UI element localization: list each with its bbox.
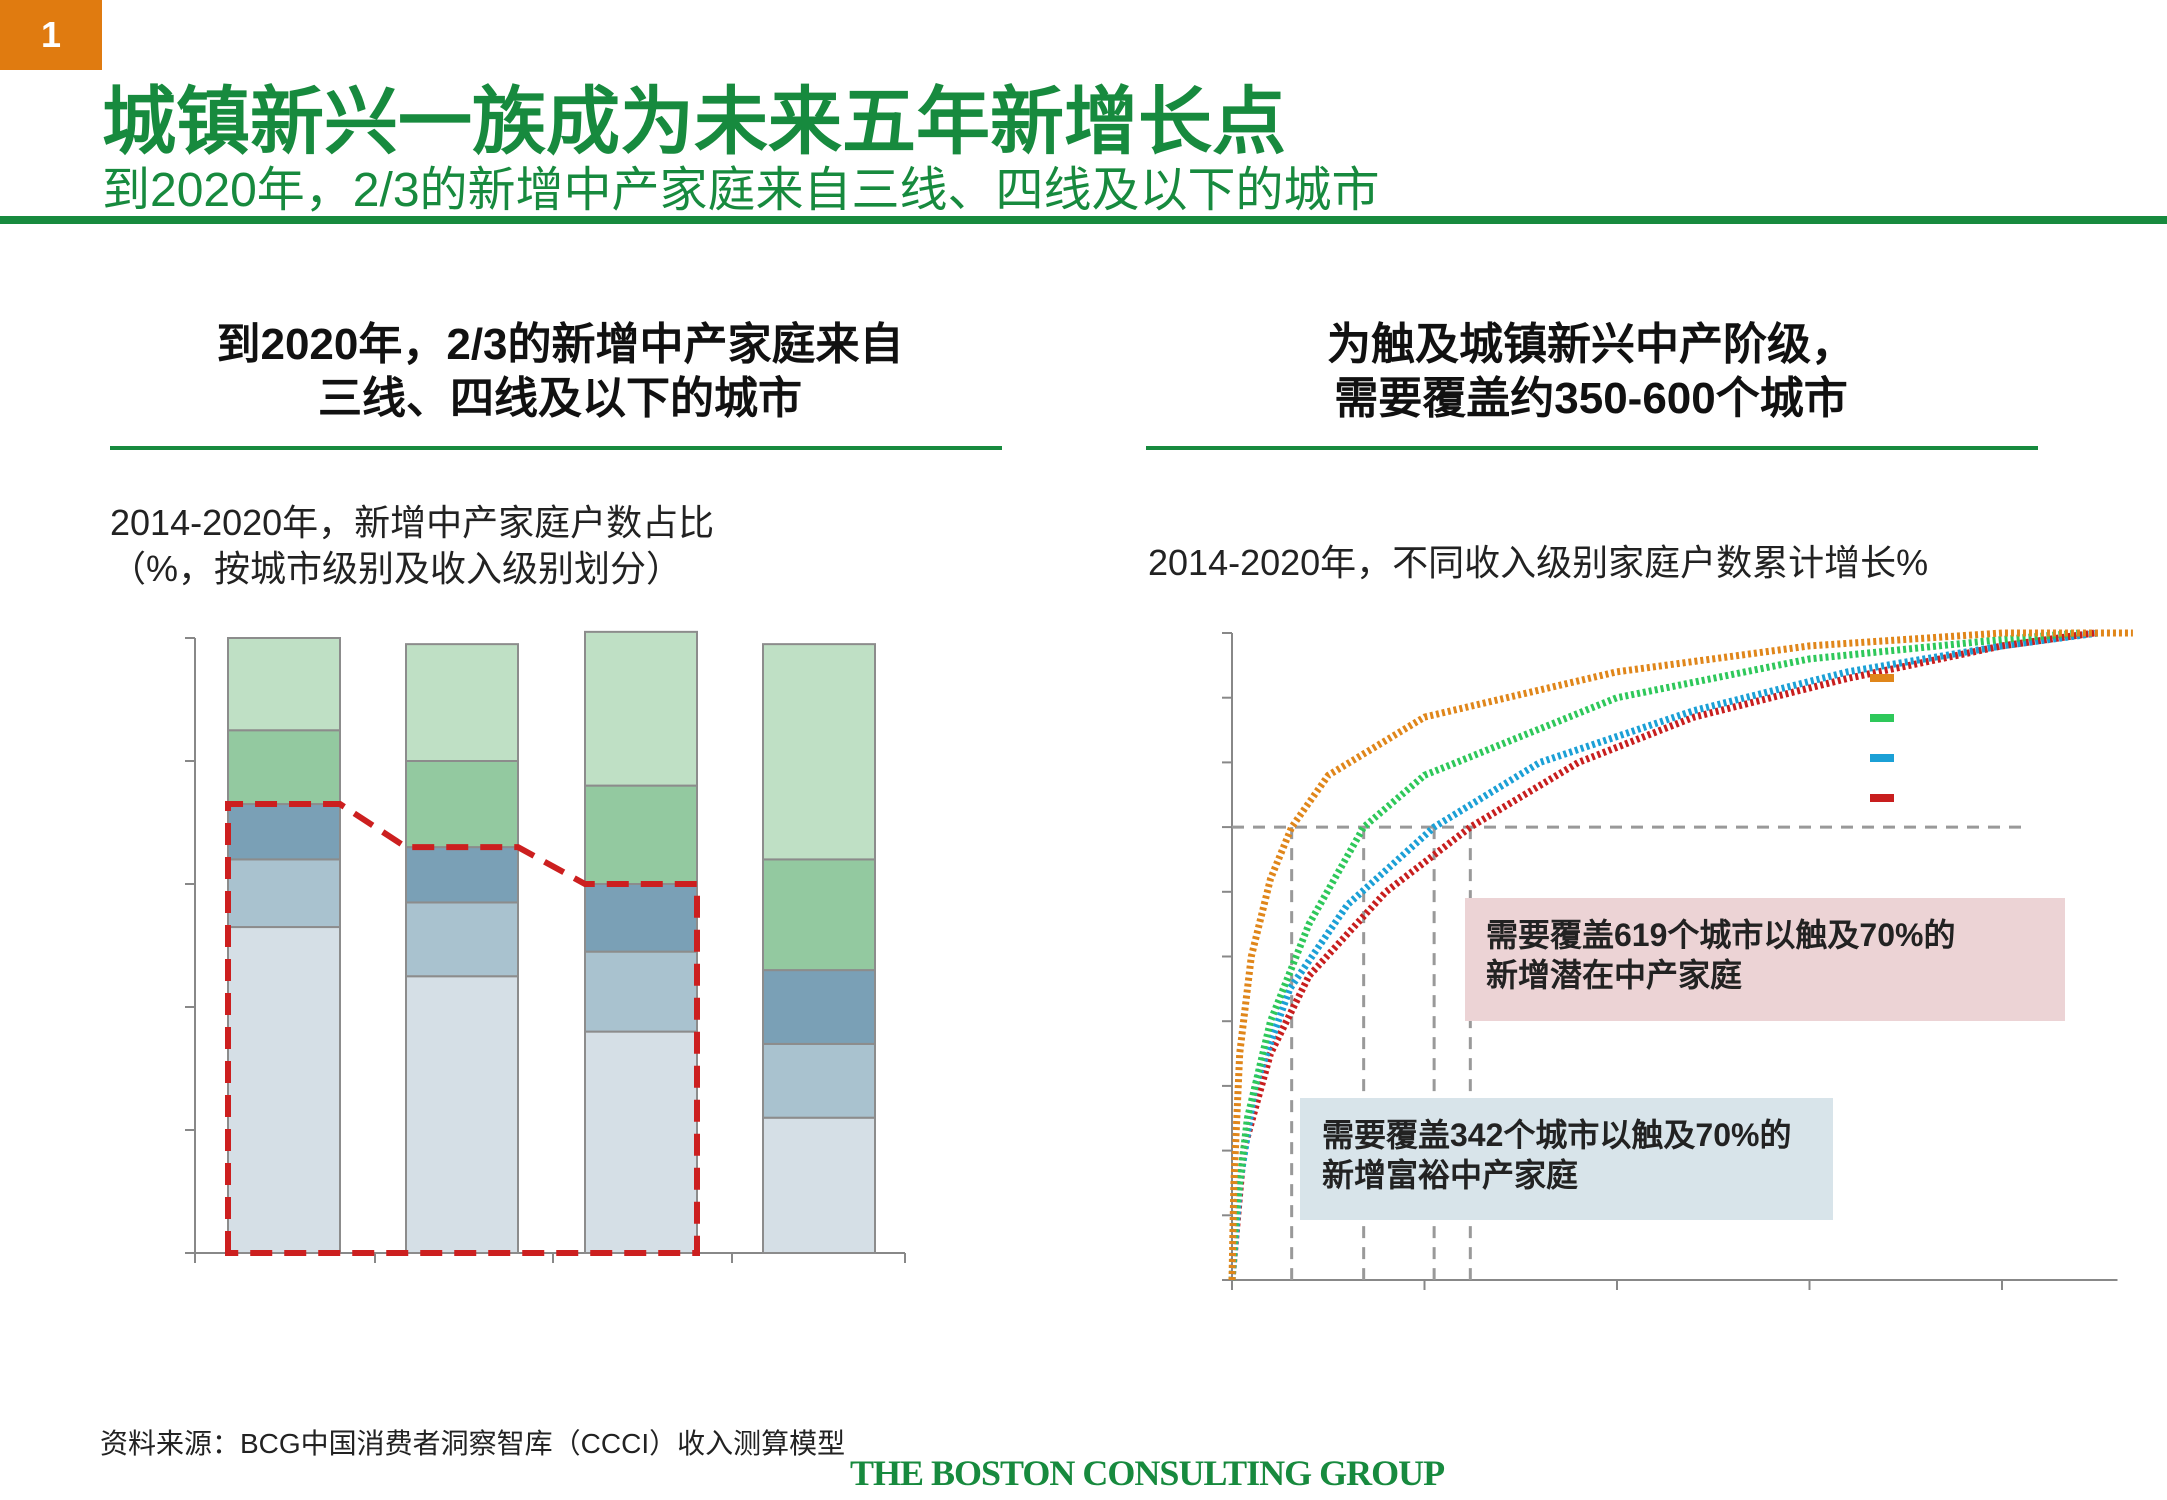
legend-swatch [1870,794,1894,802]
bar-segment [227,858,341,929]
stacked-bar-chart [185,630,906,1263]
bar-segment [762,1116,876,1254]
bar-segment [584,784,698,885]
annotation-text: 新增富裕中产家庭 [1322,1157,1578,1193]
bar-segment [762,969,876,1045]
bar-segment [405,846,519,904]
right-panel-title-line1: 为触及城镇新兴中产阶级， [1327,320,1855,369]
left-panel-divider [110,446,1002,450]
left-chart-caption-line2: （%，按城市级别及收入级别划分） [110,548,683,589]
left-panel-title-line2: 三线、四线及以下的城市 [318,374,802,423]
legend-swatch [1870,674,1894,682]
right-panel-title-line2: 需要覆盖约350-600个城市 [1334,374,1848,423]
bar-segment [762,858,876,972]
bar-segment [584,883,698,953]
left-panel-title-line1: 到2020年，2/3的新增中产家庭来自 [216,320,904,369]
bar-segment [227,926,341,1254]
left-panel-title: 到2020年，2/3的新增中产家庭来自 三线、四线及以下的城市 [110,318,1010,426]
right-panel-title: 为触及城镇新兴中产阶级， 需要覆盖约350-600个城市 [1146,318,2036,426]
bar-segment [405,643,519,763]
annotation-box [1300,1098,1833,1220]
bar-segment [762,643,876,861]
bar-segment [405,901,519,978]
source-note: 资料来源：BCG中国消费者洞察智库（CCCI）收入测算模型 [100,1428,846,1459]
left-chart-caption-line1: 2014-2020年，新增中产家庭户数占比 [110,502,715,543]
highlight-dashed-outline [225,801,700,1256]
header-divider [0,216,2167,224]
series-line-1 [1228,629,2080,1281]
bar-segment [762,1042,876,1119]
bar-segment [227,729,341,806]
right-panel-divider [1146,446,2038,450]
bar-segment [405,975,519,1254]
page-number: 1 [0,0,102,70]
bar-segment [405,760,519,849]
bcg-logo: THE BOSTON CONSULTING GROUP [850,1453,1445,1493]
annotation-box [1465,898,2065,1021]
series-line-0 [1228,629,2133,1281]
bar-segment [584,950,698,1033]
legend-swatch [1870,714,1894,722]
page-subtitle: 到2020年，2/3的新增中产家庭来自三线、四线及以下的城市 [102,164,1380,217]
bar-segment [584,630,698,787]
cumulative-line-chart: 需要覆盖619个城市以触及70%的新增潜在中产家庭需要覆盖342个城市以触及70… [1222,629,2133,1290]
left-chart-caption: 2014-2020年，新增中产家庭户数占比 （%，按城市级别及收入级别划分） [110,500,714,592]
bar-segment [227,637,341,732]
page-title: 城镇新兴一族成为未来五年新增长点 [102,80,1286,163]
annotation-text: 需要覆盖342个城市以触及70%的 [1322,1117,1791,1153]
bar-segment [584,1030,698,1254]
bar-segment [227,803,341,861]
legend-swatch [1870,754,1894,762]
right-chart-caption: 2014-2020年，不同收入级别家庭户数累计增长% [1148,542,1929,583]
annotation-text: 需要覆盖619个城市以触及70%的 [1486,917,1955,953]
annotation-text: 新增潜在中产家庭 [1486,957,1742,993]
